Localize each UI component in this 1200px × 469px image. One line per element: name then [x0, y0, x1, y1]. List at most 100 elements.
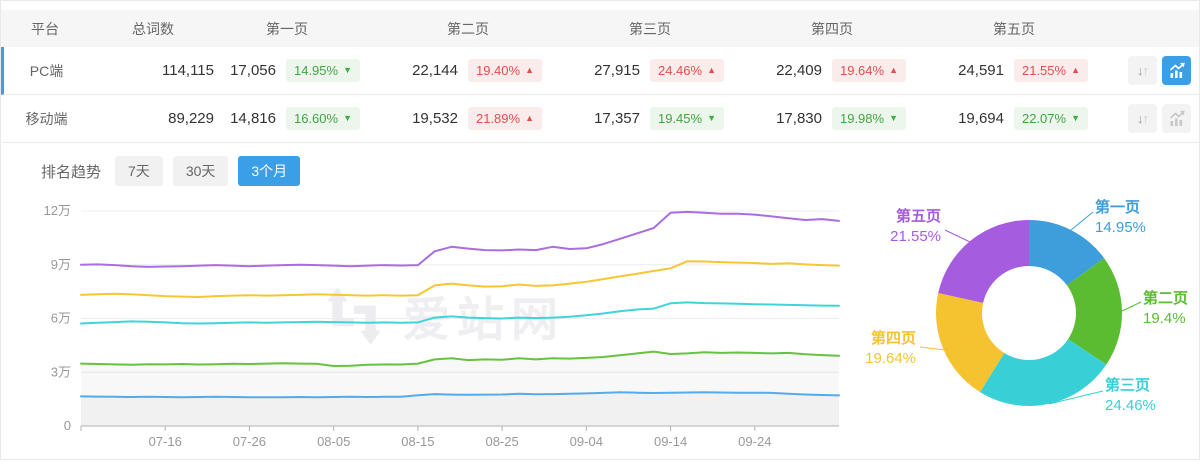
up-arrow-icon: ▲: [707, 65, 716, 75]
donut-leader-第一页: [1070, 211, 1094, 231]
donut-label-percent: 14.95%: [1095, 219, 1146, 236]
watermark-text: 爱站网: [403, 293, 565, 346]
change-badge: 19.64% ▲: [831, 59, 906, 82]
change-badge: 19.40% ▲: [467, 59, 542, 82]
x-tick-label: 08-05: [317, 434, 350, 449]
table-row-pc[interactable]: PC端 114,115 17,056 14.95% ▼ 22,144 19.40% ▲ 27,9…: [1, 47, 1199, 95]
page-count: 17,357: [594, 110, 640, 127]
x-tick-label: 09-24: [738, 434, 771, 449]
x-tick-label: 09-14: [654, 434, 687, 449]
table-rows: PC端 114,115 17,056 14.95% ▼ 22,144 19.40% ▲ 27,9…: [1, 47, 1199, 143]
up-arrow-icon: ▲: [1071, 65, 1080, 75]
donut-leader-第四页: [919, 346, 946, 351]
range-button-2[interactable]: 3个月: [238, 156, 301, 186]
column-header-3: 第二页: [447, 20, 489, 37]
y-tick-label: 0: [64, 418, 71, 433]
x-tick-label: 07-16: [149, 434, 182, 449]
donut-slice-第二页: [1066, 258, 1122, 365]
row-actions: ↓ ↑: [1128, 56, 1199, 85]
column-header-2: 第一页: [266, 20, 308, 37]
x-tick-label: 08-25: [485, 434, 518, 449]
sort-icon[interactable]: ↓ ↑: [1128, 104, 1157, 133]
page-cell-3: 27,915 24.46% ▲: [582, 59, 764, 82]
change-percent: 19.98%: [839, 111, 885, 126]
donut-label-percent: 19.4%: [1143, 310, 1186, 327]
page-cell-1: 14,816 16.60% ▼: [220, 107, 400, 130]
y-tick-label: 12万: [44, 203, 71, 218]
total-count: 114,115: [162, 62, 214, 79]
donut-label-percent: 24.46%: [1105, 397, 1156, 414]
donut-label-第二页: 第二页 19.4%: [1143, 289, 1188, 329]
page-count: 24,591: [958, 62, 1004, 79]
watermark: 爱站网: [323, 281, 565, 350]
change-badge: 21.89% ▲: [467, 107, 542, 130]
change-percent: 22.07%: [1021, 111, 1067, 126]
donut-slice-第四页: [936, 293, 1005, 393]
trend-chart-icon[interactable]: [1162, 104, 1191, 133]
page-cell-1: 17,056 14.95% ▼: [220, 59, 400, 82]
donut-label-第三页: 第三页 24.46%: [1105, 376, 1156, 416]
donut-slice-第一页: [1029, 220, 1105, 286]
page-count: 19,532: [412, 110, 458, 127]
change-badge: 14.95% ▼: [285, 59, 360, 82]
change-badge: 21.55% ▲: [1013, 59, 1088, 82]
donut-label-第一页: 第一页 14.95%: [1095, 198, 1146, 238]
y-tick-label: 3万: [51, 364, 71, 379]
change-percent: 19.45%: [657, 111, 703, 126]
donut-label-name: 第五页: [895, 208, 941, 225]
page-count: 19,694: [958, 110, 1004, 127]
donut-leader-第三页: [1048, 390, 1104, 405]
range-buttons: 7天 30天 3个月: [115, 156, 301, 186]
sort-icon[interactable]: ↓ ↑: [1128, 56, 1157, 85]
column-header-0: 平台: [31, 20, 59, 37]
series-line-第二页: [80, 350, 840, 367]
down-arrow-icon: ▼: [889, 113, 898, 123]
page-count: 14,816: [230, 110, 276, 127]
change-badge: 22.07% ▼: [1013, 107, 1088, 130]
y-tick-label: 9万: [51, 257, 71, 272]
donut-label-name: 第二页: [1143, 290, 1189, 307]
down-arrow-icon: ▼: [707, 113, 716, 123]
donut-leader-第五页: [944, 229, 971, 243]
donut-label-name: 第四页: [870, 330, 916, 347]
change-badge: 19.45% ▼: [649, 107, 724, 130]
change-percent: 21.89%: [475, 111, 521, 126]
down-arrow-icon: ▼: [1071, 113, 1080, 123]
column-header-4: 第三页: [629, 20, 671, 37]
change-badge: 16.60% ▼: [285, 107, 360, 130]
donut-label-第五页: 第五页 21.55%: [879, 207, 941, 247]
page-cell-2: 19,532 21.89% ▲: [400, 107, 582, 130]
donut-label-percent: 19.64%: [865, 350, 916, 367]
page-count: 17,056: [230, 62, 276, 79]
y-tick-label: 6万: [51, 311, 71, 326]
column-header-1: 总词数: [132, 20, 174, 37]
page-cell-4: 22,409 19.64% ▲: [764, 59, 946, 82]
table-row-mobile[interactable]: 移动端 89,229 14,816 16.60% ▼ 19,532 21.89% ▲ 17,35…: [1, 95, 1199, 143]
change-badge: 19.98% ▼: [831, 107, 906, 130]
range-button-0[interactable]: 7天: [115, 156, 163, 186]
donut-label-第四页: 第四页 19.64%: [856, 329, 916, 369]
down-arrow-icon: ▼: [343, 65, 352, 75]
page-count: 17,830: [776, 110, 822, 127]
donut-label-name: 第一页: [1095, 199, 1141, 216]
change-percent: 16.60%: [293, 111, 339, 126]
series-area-第一页: [81, 392, 839, 426]
change-percent: 21.55%: [1021, 63, 1067, 78]
trend-controls: 排名趋势 7天 30天 3个月: [41, 156, 301, 186]
series-line-第一页: [80, 391, 840, 399]
page-count: 27,915: [594, 62, 640, 79]
donut-leader-第二页: [1121, 301, 1142, 312]
column-header-5: 第四页: [811, 20, 853, 37]
trend-chart-icon[interactable]: [1162, 56, 1191, 85]
page-count: 22,409: [776, 62, 822, 79]
row-actions: ↓ ↑: [1128, 104, 1199, 133]
page-count: 22,144: [412, 62, 458, 79]
change-percent: 19.64%: [839, 63, 885, 78]
change-percent: 14.95%: [293, 63, 339, 78]
range-button-1[interactable]: 30天: [172, 156, 229, 186]
series-line-第五页: [80, 210, 840, 268]
total-count: 89,229: [168, 110, 214, 127]
aizhan-logo-icon: [327, 286, 381, 345]
page-cell-5: 19,694 22.07% ▼: [946, 107, 1128, 130]
